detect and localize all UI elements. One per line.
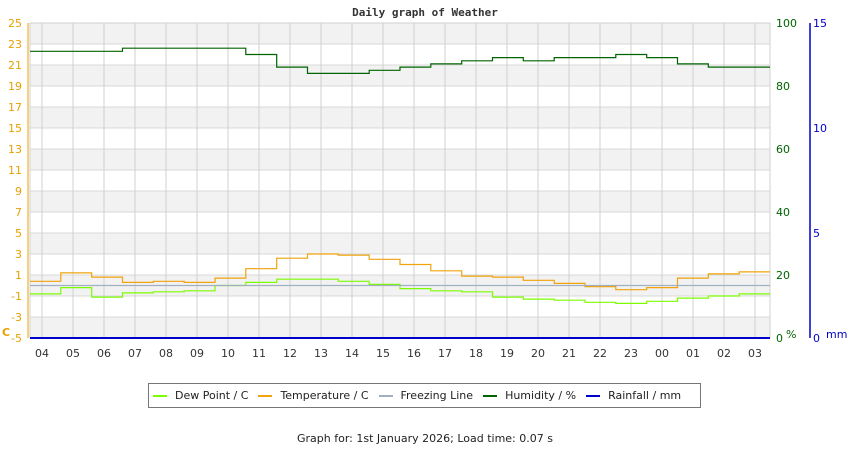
temperature-c-line [30,253,770,291]
svg-text:C: C [2,326,10,339]
svg-text:03: 03 [748,347,762,360]
svg-text:04: 04 [35,347,49,360]
svg-text:25: 25 [8,17,22,30]
svg-text:02: 02 [717,347,731,360]
footer-status: Graph for: 1st January 2026; Load time: … [297,432,553,445]
svg-text:13: 13 [8,143,22,156]
svg-text:06: 06 [97,347,111,360]
svg-text:10: 10 [221,347,235,360]
svg-text:5: 5 [15,227,22,240]
svg-text:10: 10 [813,122,827,135]
data-lines [30,47,770,339]
svg-text:-5: -5 [11,332,22,345]
svg-text:11: 11 [8,164,22,177]
svg-text:15: 15 [376,347,390,360]
svg-text:21: 21 [8,59,22,72]
freezing-line-swatch [378,394,393,397]
legend-item-rainfall: Rainfall / mm [586,389,681,402]
svg-text:mm: mm [826,328,847,341]
svg-text:22: 22 [593,347,607,360]
legend-item-temperature: Temperature / C [258,389,369,402]
humidity-swatch [483,394,498,397]
chart-title: Daily graph of Weather [352,6,498,19]
svg-text:7: 7 [15,206,22,219]
svg-text:19: 19 [500,347,514,360]
svg-text:19: 19 [8,80,22,93]
svg-text:05: 05 [66,347,80,360]
svg-text:21: 21 [562,347,576,360]
svg-text:0: 0 [813,332,820,345]
svg-text:01: 01 [686,347,700,360]
legend-item-freezing-line: Freezing Line [378,389,473,402]
dew-point-c-line [30,278,770,304]
svg-text:%: % [786,328,796,341]
svg-text:00: 00 [655,347,669,360]
svg-text:0: 0 [776,332,783,345]
legend: Dew Point / C Temperature / C Freezing L… [148,383,701,408]
svg-text:16: 16 [407,347,421,360]
svg-text:3: 3 [15,248,22,261]
svg-text:-1: -1 [11,290,22,303]
svg-text:5: 5 [813,227,820,240]
dew-point-swatch [153,394,167,397]
svg-text:09: 09 [190,347,204,360]
svg-text:1: 1 [15,269,22,282]
svg-text:20: 20 [531,347,545,360]
legend-item-humidity: Humidity / % [483,389,576,402]
svg-text:17: 17 [8,101,22,114]
svg-text:08: 08 [159,347,173,360]
svg-text:07: 07 [128,347,142,360]
svg-text:13: 13 [314,347,328,360]
svg-text:14: 14 [345,347,359,360]
svg-text:23: 23 [624,347,638,360]
humidity-line [30,47,770,75]
svg-text:60: 60 [776,143,790,156]
rainfall-swatch [586,394,601,397]
temperature-swatch [258,394,273,397]
svg-text:-3: -3 [11,311,22,324]
svg-text:100: 100 [776,17,797,30]
svg-text:17: 17 [438,347,452,360]
svg-text:12: 12 [283,347,297,360]
svg-text:20: 20 [776,269,790,282]
legend-item-dew-point: Dew Point / C [153,389,248,402]
svg-text:40: 40 [776,206,790,219]
svg-text:11: 11 [252,347,266,360]
svg-text:18: 18 [469,347,483,360]
svg-text:15: 15 [813,17,827,30]
svg-text:15: 15 [8,122,22,135]
svg-text:9: 9 [15,185,22,198]
svg-text:23: 23 [8,38,22,51]
svg-text:80: 80 [776,80,790,93]
